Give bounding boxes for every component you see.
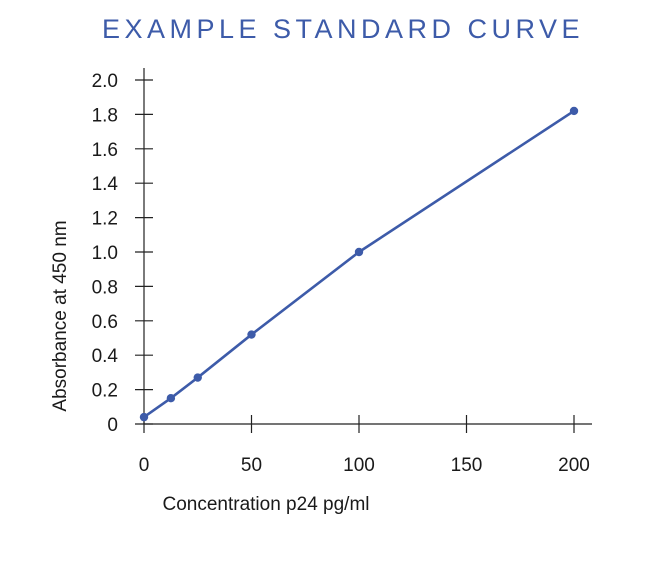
data-point [166, 394, 176, 403]
series-line [142, 109, 576, 419]
x-tick-label: 200 [558, 455, 590, 476]
y-tick-label: 1.4 [92, 174, 119, 195]
y-tick-label: 1.2 [92, 209, 118, 230]
x-tick-label: 0 [139, 455, 150, 476]
x-tick-label: 50 [241, 455, 262, 476]
data-point [193, 373, 202, 382]
y-tick-label: 0.2 [92, 381, 118, 402]
y-tick-label: 1.6 [92, 140, 118, 161]
data-point [139, 412, 149, 422]
y-axis-title: Absorbance at 450 nm [50, 220, 71, 411]
x-tick-label: 100 [343, 455, 375, 476]
axes [143, 68, 592, 425]
ticks [135, 79, 575, 433]
data-point [247, 330, 256, 339]
y-tick-label: 0.8 [92, 277, 118, 298]
chart-title: EXAMPLE STANDARD CURVE [101, 14, 585, 44]
y-tick-label: 0.6 [92, 312, 118, 333]
tick-labels: 0 0.2 0.4 0.6 0.8 1.0 1.2 1.4 1.6 1.8 2.0 0 50 100 150… [92, 71, 590, 476]
y-tick-label: 0 [107, 415, 118, 436]
y-tick-label: 0.4 [92, 346, 119, 367]
data-point [569, 106, 579, 116]
x-tick-label: 150 [451, 455, 483, 476]
y-tick-label: 1.8 [92, 105, 118, 126]
y-tick-label: 2.0 [92, 71, 118, 92]
series [139, 106, 579, 422]
x-axis-title: Concentration p24 pg/ml [162, 494, 369, 515]
data-point [354, 247, 364, 257]
y-tick-label: 1.0 [92, 243, 118, 264]
